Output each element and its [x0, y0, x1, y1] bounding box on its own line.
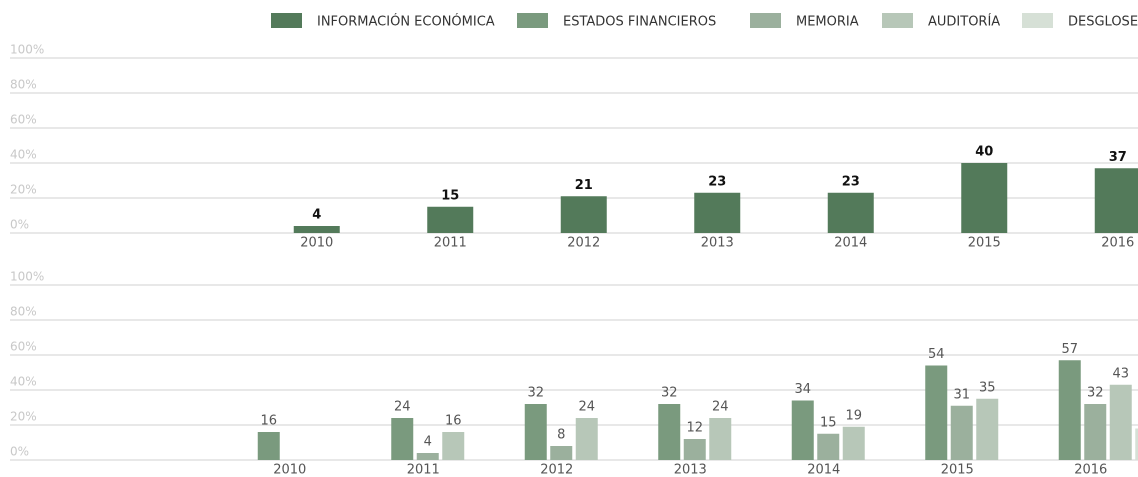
bar: [694, 192, 741, 233]
x-tick-label: 2015: [941, 463, 974, 477]
bar: [842, 426, 865, 460]
legend-swatch: [882, 13, 913, 28]
value-label: 32: [527, 386, 544, 401]
value-label: 24: [578, 400, 595, 415]
y-tick-label: 80%: [10, 305, 37, 319]
value-label: 57: [1061, 342, 1078, 357]
value-label: 16: [260, 414, 277, 429]
value-label: 12: [686, 421, 703, 436]
x-tick-label: 2015: [968, 236, 1001, 251]
value-label: 4: [312, 208, 321, 223]
value-label: 32: [1087, 386, 1104, 401]
y-tick-label: 100%: [10, 270, 44, 284]
value-label: 19: [845, 408, 862, 423]
y-tick-label: 60%: [10, 340, 37, 354]
bar: [1084, 404, 1107, 460]
bar: [416, 453, 439, 460]
bar: [961, 163, 1008, 233]
legend-label: INFORMACIÓN ECONÓMICA: [317, 14, 495, 30]
bar: [257, 432, 280, 460]
value-label: 40: [975, 145, 993, 160]
legend-label: MEMORIA: [796, 15, 859, 30]
value-label: 21: [575, 178, 593, 193]
bar: [1094, 168, 1138, 233]
value-label: 15: [820, 415, 837, 430]
x-tick-label: 2016: [1101, 236, 1134, 251]
legend-swatch: [517, 13, 548, 28]
value-label: 43: [1112, 366, 1129, 381]
value-label: 54: [928, 347, 945, 362]
x-tick-label: 2013: [701, 236, 734, 251]
bar: [560, 196, 607, 233]
bar: [293, 226, 340, 233]
bar: [1058, 360, 1081, 460]
bar: [427, 206, 474, 233]
x-tick-label: 2012: [540, 463, 573, 477]
bar: [709, 418, 732, 460]
x-tick-label: 2011: [434, 236, 467, 251]
bar: [442, 432, 465, 460]
x-tick-label: 2014: [834, 236, 867, 251]
value-label: 23: [842, 174, 860, 189]
bar: [524, 404, 547, 460]
legend-swatch: [1022, 13, 1053, 28]
y-tick-label: 0%: [10, 218, 29, 232]
bar: [391, 418, 414, 460]
value-label: 32: [661, 386, 678, 401]
y-tick-label: 60%: [10, 113, 37, 127]
value-label: 34: [794, 382, 811, 397]
bar: [976, 398, 999, 460]
bar: [1109, 384, 1132, 460]
value-label: 23: [708, 174, 726, 189]
x-tick-label: 2014: [807, 463, 840, 477]
value-label: 8: [557, 428, 565, 443]
value-label: 37: [1109, 150, 1127, 165]
legend-swatch: [271, 13, 302, 28]
y-tick-label: 20%: [10, 183, 37, 197]
bar: [575, 418, 598, 460]
value-label: 15: [441, 188, 459, 203]
legend-label: DESGLOSE: [1068, 15, 1138, 30]
x-tick-label: 2013: [674, 463, 707, 477]
y-tick-label: 80%: [10, 78, 37, 92]
value-label: 31: [953, 387, 970, 402]
legend-label: AUDITORÍA: [928, 14, 1000, 30]
y-tick-label: 100%: [10, 43, 44, 57]
y-tick-label: 40%: [10, 375, 37, 389]
bar: [683, 439, 706, 460]
value-label: 4: [424, 435, 432, 450]
x-tick-label: 2012: [567, 236, 600, 251]
bar: [550, 446, 573, 460]
x-tick-label: 2010: [300, 236, 333, 251]
legend-swatch: [750, 13, 781, 28]
value-label: 35: [979, 380, 996, 395]
bar: [658, 404, 681, 460]
bar: [791, 400, 814, 460]
y-tick-label: 20%: [10, 410, 37, 424]
y-tick-label: 40%: [10, 148, 37, 162]
x-tick-label: 2016: [1074, 463, 1107, 477]
bar: [950, 405, 973, 460]
bar: [827, 192, 874, 233]
bar: [925, 365, 948, 460]
bar: [817, 433, 840, 460]
x-tick-label: 2011: [407, 463, 440, 477]
bar: [1135, 428, 1138, 460]
value-label: 24: [394, 400, 411, 415]
y-tick-label: 0%: [10, 445, 29, 459]
value-label: 24: [712, 400, 729, 415]
x-tick-label: 2010: [273, 463, 306, 477]
value-label: 16: [445, 414, 462, 429]
legend-label: ESTADOS FINANCIEROS: [563, 15, 716, 30]
